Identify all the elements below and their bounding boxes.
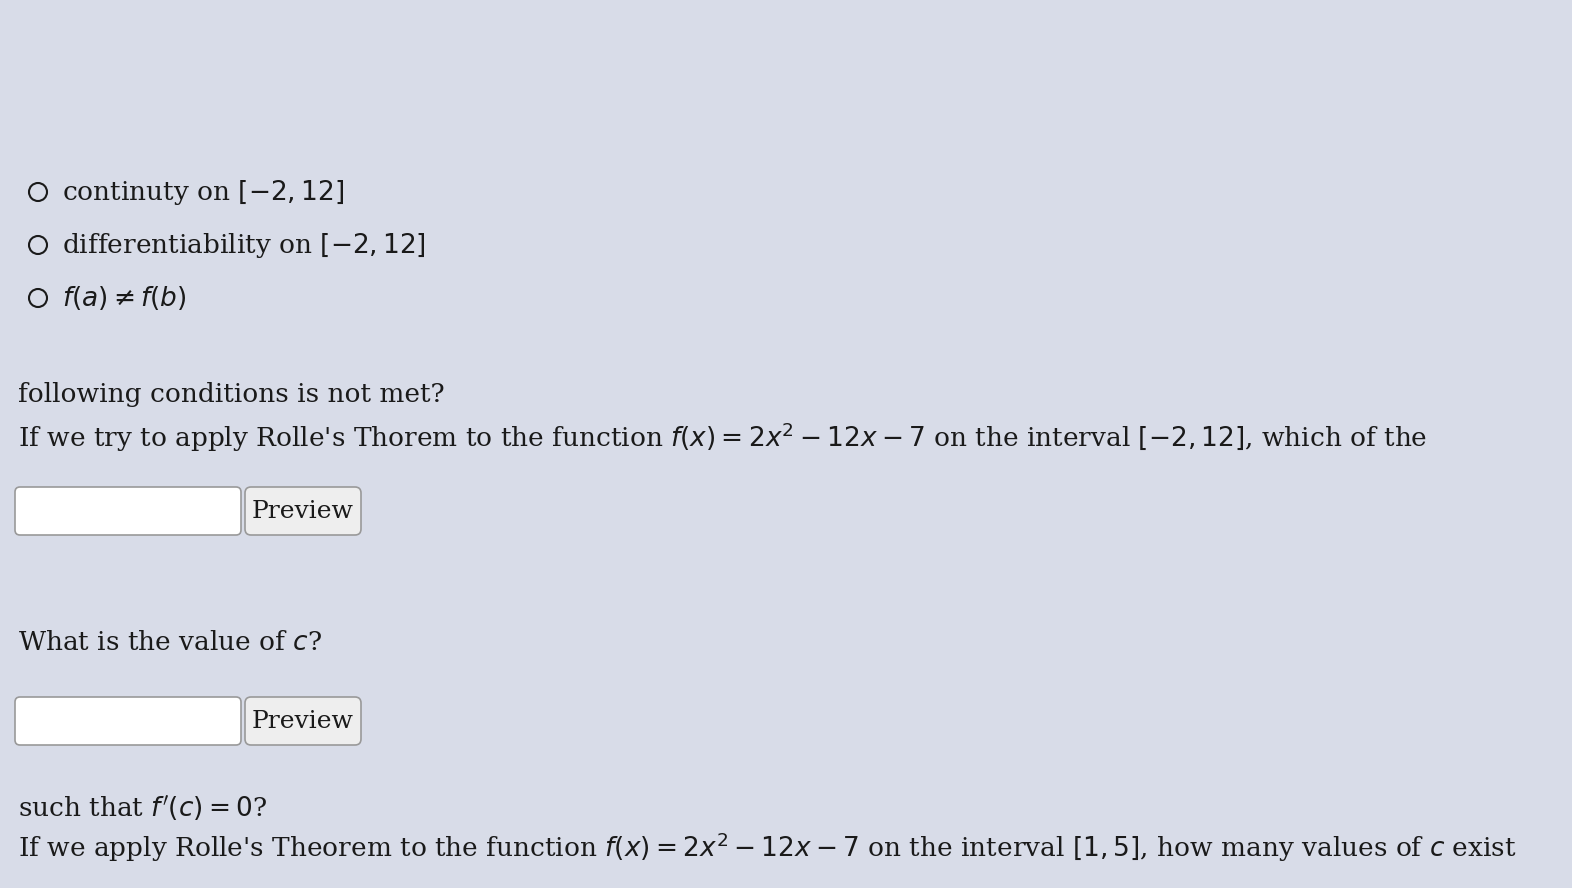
- FancyBboxPatch shape: [16, 487, 241, 535]
- Text: $f(a) \neq f(b)$: $f(a) \neq f(b)$: [61, 284, 187, 312]
- Text: continuty on $[ - 2, 12]$: continuty on $[ - 2, 12]$: [61, 178, 344, 207]
- FancyBboxPatch shape: [245, 697, 362, 745]
- Text: such that $f'(c) = 0$?: such that $f'(c) = 0$?: [17, 793, 267, 823]
- Text: Preview: Preview: [252, 710, 354, 733]
- Text: If we apply Rolle's Theorem to the function $f(x) = 2x^2 - 12x - 7$ on the inter: If we apply Rolle's Theorem to the funct…: [17, 830, 1517, 863]
- FancyBboxPatch shape: [245, 487, 362, 535]
- FancyBboxPatch shape: [16, 697, 241, 745]
- Text: Preview: Preview: [252, 499, 354, 522]
- Text: differentiability on $[ - 2, 12]$: differentiability on $[ - 2, 12]$: [61, 231, 426, 259]
- Text: following conditions is not met?: following conditions is not met?: [17, 382, 445, 407]
- Text: If we try to apply Rolle's Thorem to the function $f(x) = 2x^2 - 12x - 7$ on the: If we try to apply Rolle's Thorem to the…: [17, 420, 1427, 454]
- Text: What is the value of $c$?: What is the value of $c$?: [17, 630, 322, 655]
